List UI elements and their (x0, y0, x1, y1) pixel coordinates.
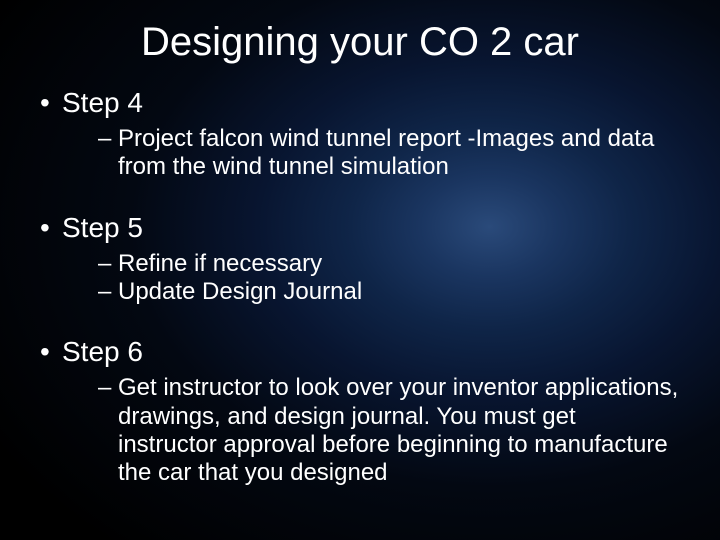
sub-list: Project falcon wind tunnel report -Image… (40, 125, 680, 182)
sub-item: Update Design Journal (98, 278, 680, 306)
sub-item: Project falcon wind tunnel report -Image… (98, 125, 680, 182)
step-item: Step 6 Get instructor to look over your … (40, 336, 680, 487)
sub-item: Refine if necessary (98, 250, 680, 278)
step-list: Step 4 Project falcon wind tunnel report… (40, 87, 680, 488)
sub-item: Get instructor to look over your invento… (98, 374, 680, 487)
sub-list: Get instructor to look over your invento… (40, 374, 680, 487)
step-item: Step 5 Refine if necessary Update Design… (40, 212, 680, 307)
sub-list: Refine if necessary Update Design Journa… (40, 250, 680, 307)
presentation-slide: Designing your CO 2 car Step 4 Project f… (0, 0, 720, 540)
step-heading: Step 4 (40, 87, 680, 119)
step-heading: Step 6 (40, 336, 680, 368)
step-heading: Step 5 (40, 212, 680, 244)
slide-title: Designing your CO 2 car (40, 20, 680, 65)
step-item: Step 4 Project falcon wind tunnel report… (40, 87, 680, 182)
